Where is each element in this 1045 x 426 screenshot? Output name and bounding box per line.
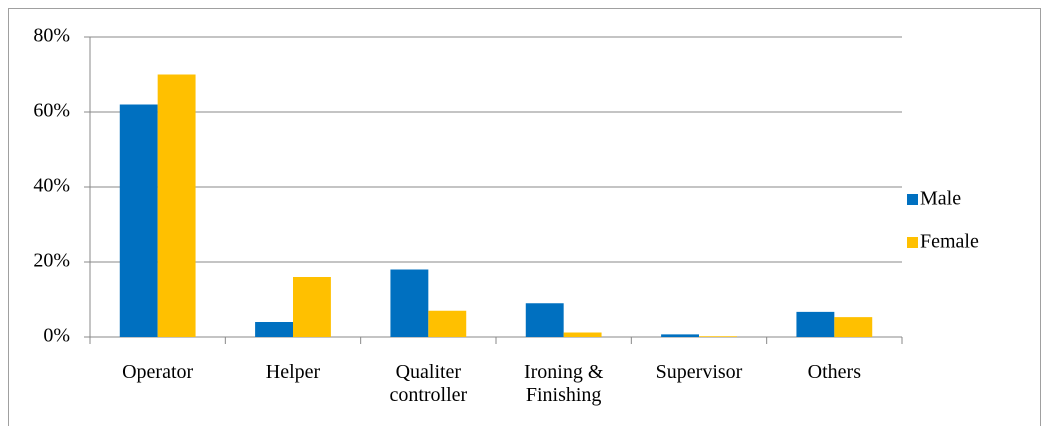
legend-label: Female — [920, 231, 979, 253]
bar — [157, 74, 196, 337]
y-tick-label: 80% — [33, 25, 70, 47]
y-tick-label: 60% — [33, 100, 70, 122]
bar — [563, 332, 602, 337]
bar — [428, 310, 467, 337]
y-tick-label: 20% — [33, 250, 70, 272]
legend-swatch — [907, 237, 918, 248]
bar — [293, 277, 331, 337]
x-tick-label: Supervisor — [655, 361, 743, 383]
y-tick-label: 40% — [33, 175, 70, 197]
x-tick-label: Others — [807, 361, 861, 383]
x-tick-label: Operator — [122, 361, 194, 383]
bar — [390, 269, 429, 337]
x-tick-label: Ironing & Finishing — [523, 361, 604, 406]
bar — [699, 336, 737, 337]
bar — [834, 317, 873, 337]
chart-frame — [8, 8, 1041, 426]
legend-swatch — [907, 194, 918, 205]
legend-label: Male — [920, 188, 961, 210]
bar — [255, 322, 293, 337]
y-tick-label: 0% — [43, 325, 70, 347]
bar — [119, 104, 158, 337]
bar — [661, 334, 699, 337]
bar — [796, 311, 835, 337]
x-tick-label: Qualiter controller — [389, 361, 468, 406]
bar — [525, 303, 564, 337]
x-tick-label: Helper — [265, 361, 321, 383]
